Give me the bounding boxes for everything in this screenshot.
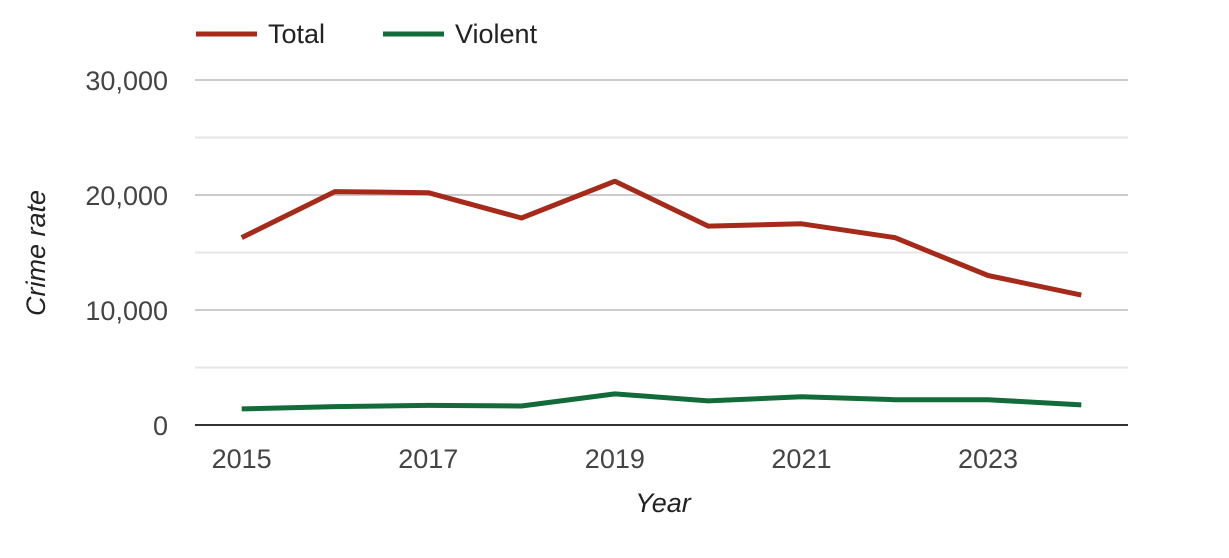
y-tick-label: 20,000 [85, 181, 168, 211]
gridlines [195, 79, 1128, 369]
x-tick-label: 2019 [585, 444, 645, 474]
y-axis-ticks: 0 10,000 20,000 30,000 [85, 66, 168, 441]
legend-label: Violent [455, 19, 538, 49]
legend-item-violent: Violent [383, 19, 538, 49]
series-line-violent [241, 391, 1082, 412]
x-axis-title: Year [635, 488, 692, 518]
x-tick-label: 2015 [212, 444, 272, 474]
legend-label: Total [268, 19, 325, 49]
x-tick-label: 2023 [958, 444, 1018, 474]
series-lines [240, 178, 1082, 412]
series-line-total [240, 178, 1082, 298]
y-tick-label: 0 [153, 411, 168, 441]
legend-item-total: Total [196, 19, 325, 49]
x-axis-ticks: 2015 2017 2019 2021 2023 [212, 444, 1018, 474]
y-tick-label: 30,000 [85, 66, 168, 96]
y-axis-title: Crime rate [21, 190, 51, 316]
legend: Total Violent [196, 19, 538, 49]
y-tick-label: 10,000 [85, 296, 168, 326]
x-tick-label: 2021 [771, 444, 831, 474]
x-tick-label: 2017 [398, 444, 458, 474]
